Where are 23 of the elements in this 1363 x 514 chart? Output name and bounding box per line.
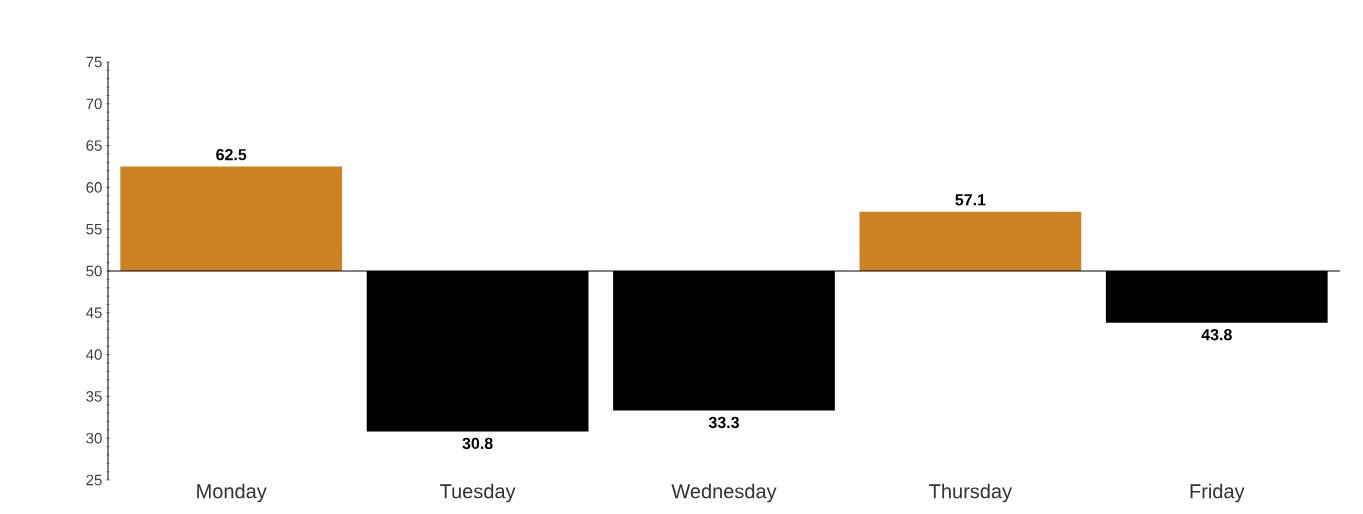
data-label: 33.3 bbox=[708, 416, 739, 429]
y-tick-label: 55 bbox=[86, 223, 102, 235]
x-tick-label: Thursday bbox=[929, 483, 1013, 503]
y-tick-label: 40 bbox=[86, 349, 102, 360]
y-tick-label: 45 bbox=[86, 307, 102, 319]
x-tick-label: Tuesday bbox=[440, 483, 516, 503]
y-tick-label: 30 bbox=[86, 432, 102, 444]
y-tick-label: 60 bbox=[86, 182, 102, 193]
x-tick-label: Friday bbox=[1190, 483, 1245, 503]
bar bbox=[859, 211, 1082, 271]
data-label: 43.8 bbox=[1201, 329, 1232, 341]
data-label: 30.8 bbox=[462, 437, 493, 450]
data-label: 62.5 bbox=[216, 148, 247, 161]
y-tick-label: 65 bbox=[86, 140, 102, 151]
x-tick-label: Wednesday bbox=[671, 483, 777, 503]
y-tick-label: 75 bbox=[86, 56, 102, 68]
y-tick-label: 70 bbox=[86, 98, 102, 110]
y-tick-label: 50 bbox=[86, 265, 102, 277]
data-label: 57.1 bbox=[955, 194, 986, 206]
y-tick-label: 25 bbox=[86, 474, 102, 486]
bar bbox=[120, 166, 343, 271]
x-tick-label: Monday bbox=[197, 483, 267, 503]
y-tick-label: 35 bbox=[86, 391, 102, 402]
